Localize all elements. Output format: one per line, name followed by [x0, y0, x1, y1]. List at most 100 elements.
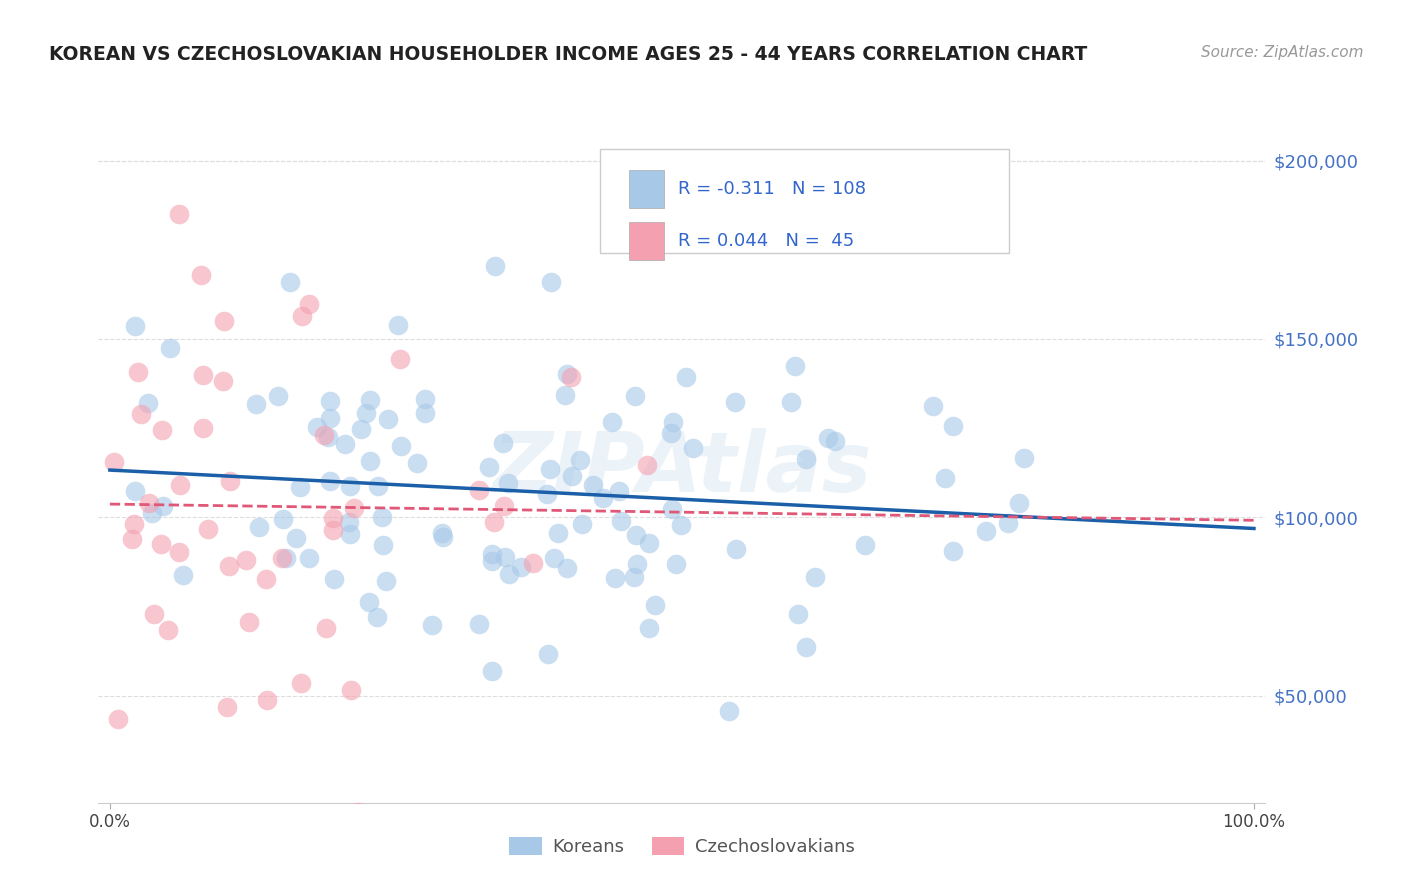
Point	[496, 475, 519, 490]
Point	[157, 623, 180, 637]
Point	[817, 431, 839, 445]
Point	[636, 458, 658, 472]
Point	[718, 704, 741, 718]
Point	[256, 693, 278, 707]
Point	[152, 499, 174, 513]
Point	[675, 370, 697, 384]
Point	[124, 484, 146, 499]
Point	[314, 427, 336, 442]
Point	[339, 479, 361, 493]
Point	[235, 553, 257, 567]
Point	[783, 359, 806, 373]
Point	[319, 393, 342, 408]
Text: ZIPAtlas: ZIPAtlas	[492, 428, 872, 509]
Point	[592, 491, 614, 506]
Point	[169, 478, 191, 492]
Point	[191, 368, 214, 383]
FancyBboxPatch shape	[630, 169, 665, 208]
Point	[560, 370, 582, 384]
Point	[626, 557, 648, 571]
Point	[478, 459, 501, 474]
Point	[603, 571, 626, 585]
Point	[298, 297, 321, 311]
Point	[725, 542, 748, 557]
Point	[484, 259, 506, 273]
Point	[238, 615, 260, 629]
Point	[218, 558, 240, 573]
Point	[942, 419, 965, 434]
Point	[662, 415, 685, 429]
Point	[271, 512, 294, 526]
Point	[522, 557, 544, 571]
Point	[430, 525, 453, 540]
Point	[494, 550, 516, 565]
Point	[121, 532, 143, 546]
Point	[482, 515, 505, 529]
Point	[1008, 496, 1031, 510]
Point	[138, 495, 160, 509]
Point	[319, 474, 342, 488]
Point	[624, 528, 647, 542]
Point	[337, 515, 360, 529]
Point	[333, 437, 356, 451]
Point	[366, 609, 388, 624]
Point	[354, 406, 377, 420]
Point	[267, 389, 290, 403]
Point	[942, 544, 965, 558]
Point	[339, 682, 361, 697]
Point	[661, 502, 683, 516]
Point	[665, 557, 688, 571]
Point	[322, 523, 344, 537]
Point	[1012, 451, 1035, 466]
Point	[853, 538, 876, 552]
Point	[150, 423, 173, 437]
Point	[468, 483, 491, 497]
Point	[610, 515, 633, 529]
Point	[389, 352, 412, 367]
Point	[322, 510, 344, 524]
Point	[468, 616, 491, 631]
Point	[278, 276, 301, 290]
Point	[136, 396, 159, 410]
Point	[371, 510, 394, 524]
Point	[271, 551, 294, 566]
Point	[254, 572, 277, 586]
Point	[389, 439, 412, 453]
Point	[974, 524, 997, 538]
Point	[661, 426, 683, 441]
Point	[285, 531, 308, 545]
Point	[290, 676, 312, 690]
FancyBboxPatch shape	[630, 222, 665, 260]
Point	[498, 566, 520, 581]
Point	[245, 397, 267, 411]
Point	[934, 471, 956, 485]
Point	[347, 805, 370, 820]
Point	[547, 526, 569, 541]
Point	[492, 499, 515, 513]
Legend: Koreans, Czechoslovakians: Koreans, Czechoslovakians	[502, 830, 862, 863]
Point	[322, 572, 344, 586]
Point	[638, 536, 661, 550]
Point	[682, 441, 704, 455]
Point	[624, 389, 647, 403]
Point	[582, 477, 605, 491]
Point	[387, 318, 409, 333]
Point	[247, 520, 270, 534]
Point	[141, 506, 163, 520]
Text: KOREAN VS CZECHOSLOVAKIAN HOUSEHOLDER INCOME AGES 25 - 44 YEARS CORRELATION CHAR: KOREAN VS CZECHOSLOVAKIAN HOUSEHOLDER IN…	[49, 45, 1087, 63]
Point	[305, 419, 328, 434]
Point	[607, 483, 630, 498]
Point	[359, 595, 381, 609]
Point	[371, 538, 394, 552]
Text: R = -0.311   N = 108: R = -0.311 N = 108	[679, 180, 866, 198]
Point	[602, 415, 624, 429]
Point	[377, 411, 399, 425]
Point	[124, 318, 146, 333]
Point	[127, 365, 149, 379]
Point	[536, 647, 558, 661]
Point	[172, 567, 194, 582]
Text: R = 0.044   N =  45: R = 0.044 N = 45	[679, 232, 855, 250]
Point	[316, 430, 339, 444]
Point	[315, 621, 337, 635]
Point	[339, 526, 361, 541]
